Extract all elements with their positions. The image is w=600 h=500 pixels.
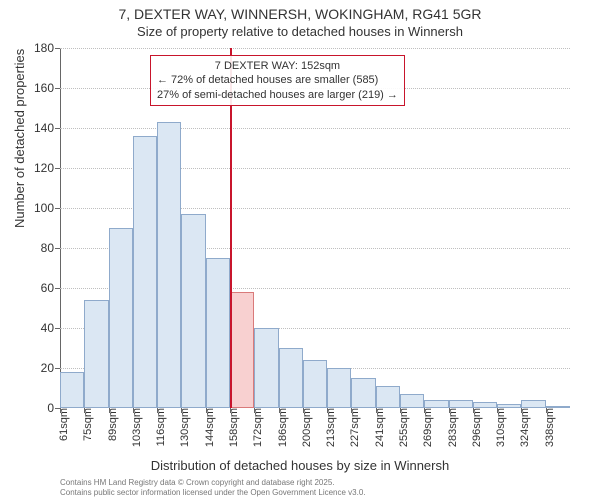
ytick-label: 60	[41, 281, 60, 295]
title-line-1: 7, DEXTER WAY, WINNERSH, WOKINGHAM, RG41…	[0, 6, 600, 22]
histogram-bar	[351, 378, 375, 408]
xtick-label: 241sqm	[372, 408, 386, 447]
histogram-bar	[206, 258, 230, 408]
histogram-bar	[157, 122, 181, 408]
x-axis-label: Distribution of detached houses by size …	[0, 458, 600, 473]
ytick-label: 80	[41, 241, 60, 255]
xtick-label: 186sqm	[275, 408, 289, 447]
xtick-label: 130sqm	[177, 408, 191, 447]
histogram-bar	[327, 368, 351, 408]
histogram-bar	[521, 400, 545, 408]
histogram-bar	[449, 400, 473, 408]
ytick-label: 40	[41, 321, 60, 335]
callout-line-larger: 27% of semi-detached houses are larger (…	[157, 88, 398, 102]
xtick-label: 144sqm	[202, 408, 216, 447]
callout-line-smaller: ← 72% of detached houses are smaller (58…	[157, 73, 398, 87]
ytick-label: 20	[41, 361, 60, 375]
histogram-bar	[279, 348, 303, 408]
xtick-label: 269sqm	[420, 408, 434, 447]
xtick-label: 116sqm	[153, 408, 167, 446]
xtick-label: 75sqm	[80, 408, 94, 441]
xtick-label: 255sqm	[396, 408, 410, 447]
histogram-bar	[133, 136, 157, 408]
histogram-bar	[400, 394, 424, 408]
histogram-bar	[109, 228, 133, 408]
callout-title: 7 DEXTER WAY: 152sqm	[157, 59, 398, 73]
chart-container: 7, DEXTER WAY, WINNERSH, WOKINGHAM, RG41…	[0, 0, 600, 500]
xtick-label: 283sqm	[445, 408, 459, 447]
gridline	[60, 48, 570, 49]
xtick-label: 172sqm	[250, 408, 264, 447]
y-axis-label: Number of detached properties	[12, 49, 27, 228]
xtick-label: 213sqm	[323, 408, 337, 447]
footer-line-1: Contains HM Land Registry data © Crown c…	[60, 478, 366, 488]
ytick-label: 160	[34, 81, 60, 95]
ytick-label: 180	[34, 41, 60, 55]
xtick-label: 296sqm	[469, 408, 483, 447]
histogram-bar-highlight	[230, 292, 254, 408]
plot-area: 02040608010012014016018061sqm75sqm89sqm1…	[60, 48, 570, 408]
xtick-label: 227sqm	[347, 408, 361, 447]
xtick-label: 89sqm	[105, 408, 119, 441]
histogram-bar	[424, 400, 448, 408]
footer-line-2: Contains public sector information licen…	[60, 488, 366, 498]
title-block: 7, DEXTER WAY, WINNERSH, WOKINGHAM, RG41…	[0, 0, 600, 39]
xtick-label: 103sqm	[129, 408, 143, 447]
xtick-label: 61sqm	[56, 408, 70, 441]
ytick-label: 120	[34, 161, 60, 175]
histogram-bar	[60, 372, 84, 408]
xtick-label: 158sqm	[226, 408, 240, 447]
xtick-label: 324sqm	[517, 408, 531, 447]
title-line-2: Size of property relative to detached ho…	[0, 24, 600, 39]
footer-attribution: Contains HM Land Registry data © Crown c…	[60, 478, 366, 497]
callout-box: 7 DEXTER WAY: 152sqm← 72% of detached ho…	[150, 55, 405, 106]
histogram-bar	[254, 328, 278, 408]
xtick-label: 200sqm	[299, 408, 313, 447]
histogram-bar	[376, 386, 400, 408]
gridline	[60, 128, 570, 129]
y-axis-line	[60, 48, 61, 408]
ytick-label: 140	[34, 121, 60, 135]
xtick-label: 310sqm	[493, 408, 507, 447]
histogram-bar	[84, 300, 108, 408]
histogram-bar	[303, 360, 327, 408]
ytick-label: 100	[34, 201, 60, 215]
histogram-bar	[181, 214, 205, 408]
xtick-label: 338sqm	[542, 408, 556, 447]
